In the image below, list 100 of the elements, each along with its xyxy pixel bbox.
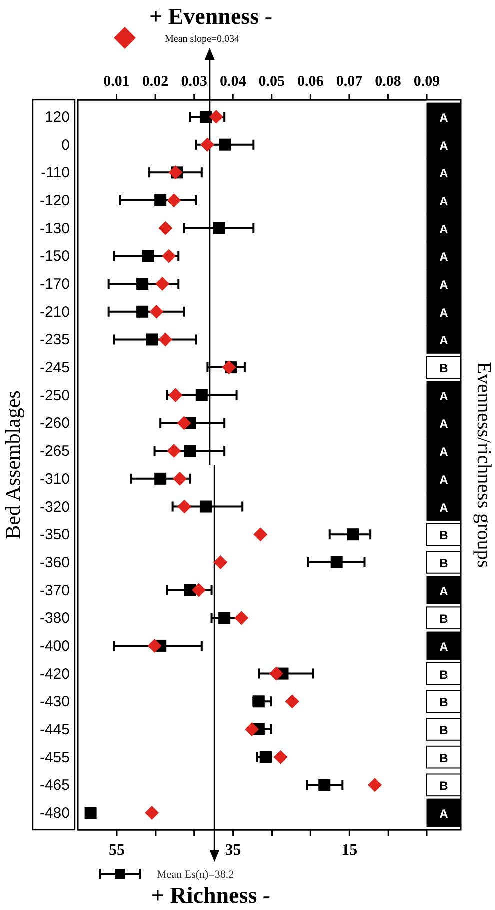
ref-line-label: Mean slope=0.034 xyxy=(165,34,240,45)
y2-tick-label: B xyxy=(440,751,449,766)
y2-tick-label: A xyxy=(440,138,449,153)
point xyxy=(167,444,182,458)
point xyxy=(218,612,231,624)
y2-tick-label: B xyxy=(440,779,449,794)
y2-tick-label: B xyxy=(440,556,449,570)
y-tick-label: -310 xyxy=(40,470,70,488)
point xyxy=(200,500,212,513)
y2-tick-label: A xyxy=(440,417,449,432)
y-tick-label: -400 xyxy=(40,638,70,655)
y2-tick-label: A xyxy=(440,166,449,181)
y-tick-label: -245 xyxy=(40,360,70,377)
y-tick-label: -350 xyxy=(40,526,70,544)
y2-tick-label: B xyxy=(440,612,449,626)
y2-axis-title: Evenness/richness groups xyxy=(473,362,495,568)
point xyxy=(200,111,212,123)
y2-tick-label: A xyxy=(440,584,449,598)
y-tick-label: -455 xyxy=(40,749,70,766)
point xyxy=(177,416,192,430)
y2-tick-label: B xyxy=(440,528,449,543)
y-tick-label: -150 xyxy=(40,248,70,266)
point xyxy=(254,528,268,542)
point xyxy=(330,556,343,568)
point xyxy=(136,306,149,318)
y2-tick-label: A xyxy=(440,334,449,348)
y2-tick-label: A xyxy=(440,640,449,654)
x2-tick-label: 0.07 xyxy=(336,74,364,90)
y-tick-label: -120 xyxy=(40,192,70,210)
y2-tick-label: A xyxy=(440,389,449,404)
x-tick-label: 15 xyxy=(342,842,358,859)
point xyxy=(214,555,228,570)
y-tick-label: -250 xyxy=(40,387,70,404)
y-tick-label: -260 xyxy=(40,415,70,432)
point xyxy=(347,528,360,541)
point xyxy=(274,750,288,764)
y-tick-label: -265 xyxy=(40,443,70,460)
legend-label: Mean Es(n)=38.2 xyxy=(157,869,234,881)
point xyxy=(200,138,215,152)
point xyxy=(154,194,167,207)
y-tick-label: -420 xyxy=(40,666,70,683)
point xyxy=(184,445,196,458)
point xyxy=(168,166,183,180)
x2-tick-label: 0.04 xyxy=(220,74,247,90)
point xyxy=(158,332,173,347)
y-tick-label: -360 xyxy=(40,554,70,572)
point xyxy=(252,696,265,708)
y-tick-label: -380 xyxy=(40,610,70,628)
y2-tick-label: A xyxy=(440,278,449,292)
point xyxy=(318,779,331,792)
y2-tick-label: A xyxy=(440,250,449,264)
point xyxy=(150,304,164,319)
point xyxy=(222,360,236,375)
point xyxy=(154,472,167,485)
y-tick-label: 120 xyxy=(44,109,70,126)
point xyxy=(219,138,232,151)
point xyxy=(167,194,182,208)
x2-tick-label: 0.03 xyxy=(181,74,208,90)
y2-tick-label: A xyxy=(440,111,449,125)
y2-tick-label: A xyxy=(440,194,449,209)
y2-tick-label: A xyxy=(440,807,449,821)
y2-tick-label: A xyxy=(440,222,449,236)
y-tick-label: -430 xyxy=(40,694,70,711)
point xyxy=(142,250,154,262)
point xyxy=(234,611,249,626)
point xyxy=(145,806,160,820)
y-tick-label: -170 xyxy=(40,276,70,294)
point xyxy=(162,249,176,264)
point xyxy=(158,221,173,236)
y-tick-label: -480 xyxy=(40,805,70,822)
y2-tick-label: B xyxy=(440,696,449,710)
point xyxy=(156,277,170,292)
x2-axis-title: + Evenness - xyxy=(149,4,273,29)
point xyxy=(84,807,97,819)
point xyxy=(245,722,260,736)
y-tick-label: -445 xyxy=(40,721,70,738)
y2-tick-label: B xyxy=(440,362,449,376)
point xyxy=(260,751,272,764)
point xyxy=(146,334,158,346)
point xyxy=(196,389,208,402)
point xyxy=(168,388,183,402)
point xyxy=(148,638,162,653)
point xyxy=(213,222,226,234)
y2-tick-label: A xyxy=(440,306,449,320)
y-tick-label: -210 xyxy=(40,304,70,321)
y2-tick-label: A xyxy=(440,500,449,515)
point xyxy=(209,110,224,124)
y2-tick-label: B xyxy=(440,723,449,738)
point xyxy=(368,778,382,792)
x2-tick-label: 0.09 xyxy=(414,74,440,90)
point xyxy=(178,500,192,514)
x-tick-label: 35 xyxy=(225,842,242,859)
y-tick-label: -465 xyxy=(40,777,70,794)
y-axis-title: Bed Assemblages xyxy=(1,390,25,540)
y-tick-label: -370 xyxy=(40,582,70,600)
x2-tick-label: 0.02 xyxy=(142,74,169,90)
y2-tick-label: A xyxy=(440,472,449,487)
x2-tick-label: 0.01 xyxy=(104,74,130,90)
y-tick-label: -235 xyxy=(40,332,70,349)
x-tick-label: 55 xyxy=(108,842,125,859)
